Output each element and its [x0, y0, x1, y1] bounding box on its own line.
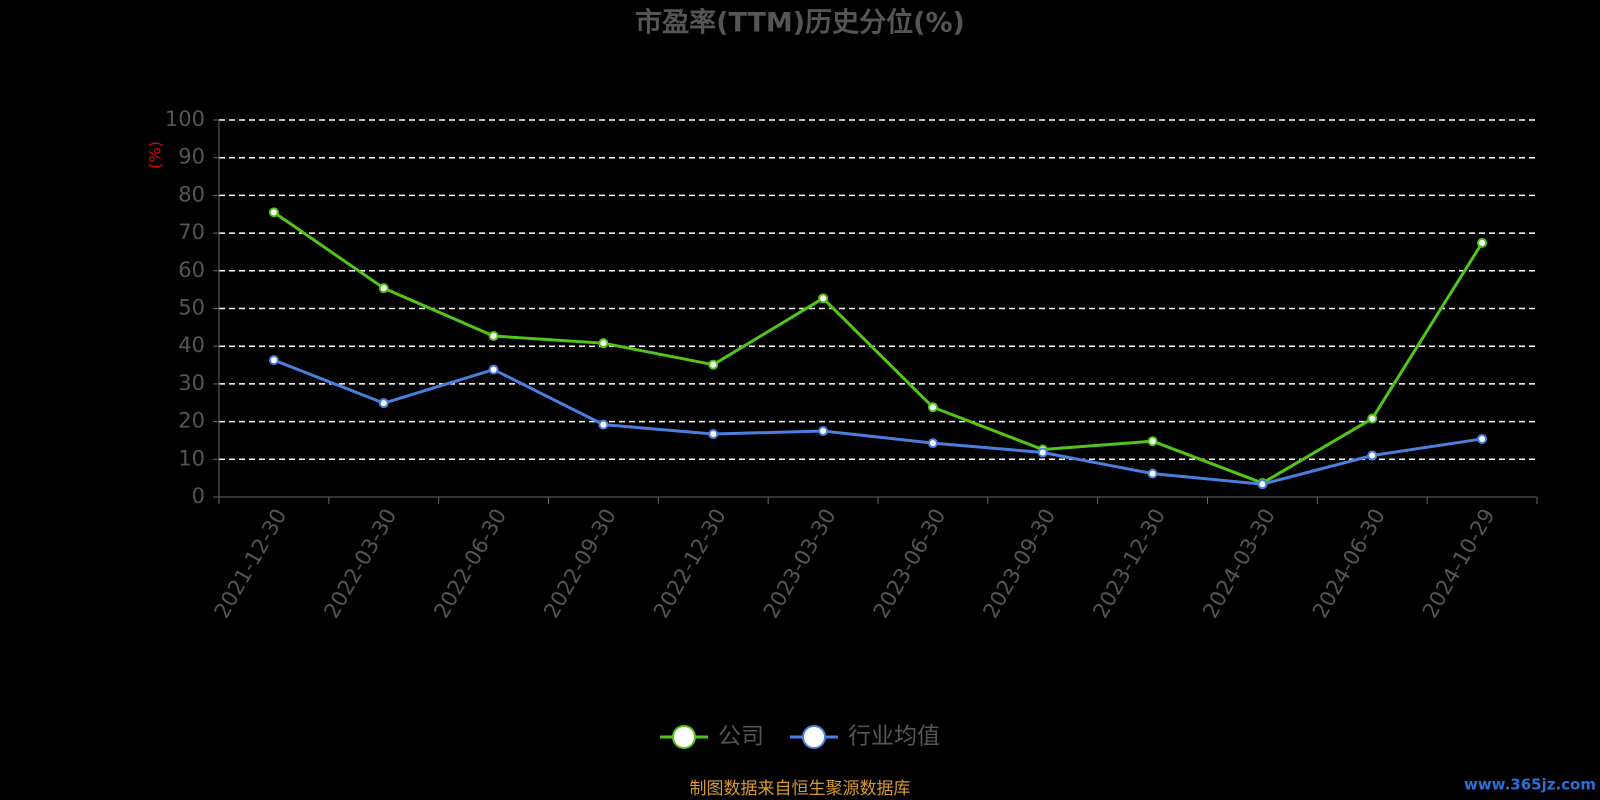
data-point	[1147, 468, 1158, 479]
data-point	[818, 293, 829, 304]
y-tick-label: 100	[165, 107, 205, 131]
data-point	[1257, 479, 1268, 490]
data-point	[488, 364, 499, 375]
x-tick-label: 2022-09-30	[539, 505, 621, 623]
y-tick-label: 30	[178, 371, 205, 395]
data-point	[1367, 413, 1378, 424]
y-tick-label: 0	[192, 484, 205, 508]
y-tick-label: 10	[178, 446, 205, 470]
data-point	[598, 338, 609, 349]
data-point	[1367, 450, 1378, 461]
data-point	[378, 283, 389, 294]
data-point	[488, 331, 499, 342]
data-point	[268, 207, 279, 218]
data-point	[708, 359, 719, 370]
source-note: 制图数据来自恒生聚源数据库	[690, 779, 911, 799]
watermark: www.365jz.com	[1464, 776, 1596, 794]
y-tick-label: 60	[178, 258, 205, 282]
x-tick-label: 2023-12-30	[1088, 505, 1170, 623]
data-point	[1037, 447, 1048, 458]
data-point	[927, 438, 938, 449]
chart-title: 市盈率(TTM)历史分位(%)	[635, 7, 965, 39]
data-point	[708, 429, 719, 440]
data-point	[1477, 433, 1488, 444]
y-axis-label: (%)	[146, 141, 165, 169]
data-point	[268, 355, 279, 366]
y-tick-label: 90	[178, 145, 205, 169]
data-point	[1477, 237, 1488, 248]
legend-label: 行业均值	[848, 724, 940, 750]
y-tick-label: 20	[178, 409, 205, 433]
data-point	[598, 419, 609, 430]
y-tick-label: 40	[178, 333, 205, 357]
y-tick-label: 80	[178, 182, 205, 206]
y-tick-label: 50	[178, 296, 205, 320]
series-line	[273, 358, 1483, 486]
x-tick-label: 2024-10-29	[1418, 505, 1500, 623]
x-tick-label: 2024-06-30	[1308, 505, 1390, 623]
legend-marker	[802, 725, 826, 749]
x-tick-label: 2022-12-30	[649, 505, 731, 623]
x-tick-label: 2022-06-30	[429, 505, 511, 623]
y-tick-label: 70	[178, 220, 205, 244]
data-point	[927, 402, 938, 413]
x-tick-label: 2023-03-30	[759, 505, 841, 623]
data-point	[818, 426, 829, 437]
x-tick-label: 2021-12-30	[210, 505, 292, 623]
legend-marker	[672, 725, 696, 749]
x-tick-label: 2023-06-30	[869, 505, 951, 623]
data-point	[1147, 436, 1158, 447]
legend-label: 公司	[718, 724, 764, 750]
x-tick-label: 2024-03-30	[1198, 505, 1280, 623]
data-point	[378, 398, 389, 409]
x-tick-label: 2023-09-30	[978, 505, 1060, 623]
series-line	[273, 211, 1484, 485]
x-tick-label: 2022-03-30	[319, 505, 401, 623]
